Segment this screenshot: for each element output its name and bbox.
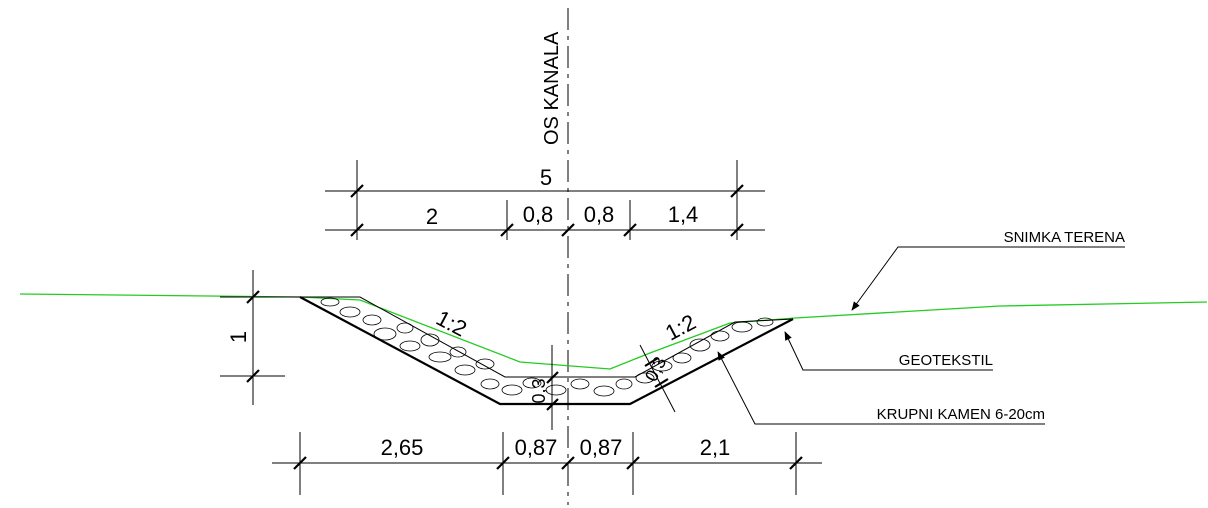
top-segment-1: 2 [426, 204, 438, 229]
top-total-dimension: 5 [325, 160, 765, 240]
terrain-callout-label: SNIMKA TERENA [1004, 229, 1125, 246]
geotextile-callout-label: GEOTEKSTIL [899, 352, 993, 369]
bottom-segment-2: 0,87 [515, 435, 558, 460]
geotextile-callout: GEOTEKSTIL [784, 331, 993, 371]
stone-callout: KRUPNI KAMEN 6-20cm [717, 351, 1045, 425]
height-dimension: 1 [220, 270, 300, 405]
terrain-callout: SNIMKA TERENA [851, 229, 1125, 311]
top-segment-3: 0,8 [584, 202, 615, 227]
top-total-label: 5 [540, 165, 552, 190]
left-slope-label: 1:2 [432, 305, 471, 341]
top-segment-dimensions: 2 0,8 0,8 1,4 [325, 200, 765, 240]
top-segment-2: 0,8 [523, 202, 554, 227]
stone-fill [320, 297, 774, 397]
bottom-thickness-dimension: 0,3 [529, 345, 575, 430]
right-thickness-dimension: 0,3 [639, 344, 676, 413]
terrain-line [19, 293, 1208, 370]
bottom-segment-3: 0,87 [580, 435, 623, 460]
top-segment-4: 1,4 [668, 202, 699, 227]
height-label: 1 [226, 331, 251, 343]
stone-callout-label: KRUPNI KAMEN 6-20cm [877, 406, 1045, 423]
bottom-segment-4: 2,1 [700, 435, 731, 460]
bottom-segment-dimensions: 2,65 0,87 0,87 2,1 [272, 432, 822, 495]
bottom-thickness-label: 0,3 [529, 378, 549, 403]
bottom-segment-1: 2,65 [381, 435, 424, 460]
axis-label: OS KANALA [541, 31, 563, 145]
